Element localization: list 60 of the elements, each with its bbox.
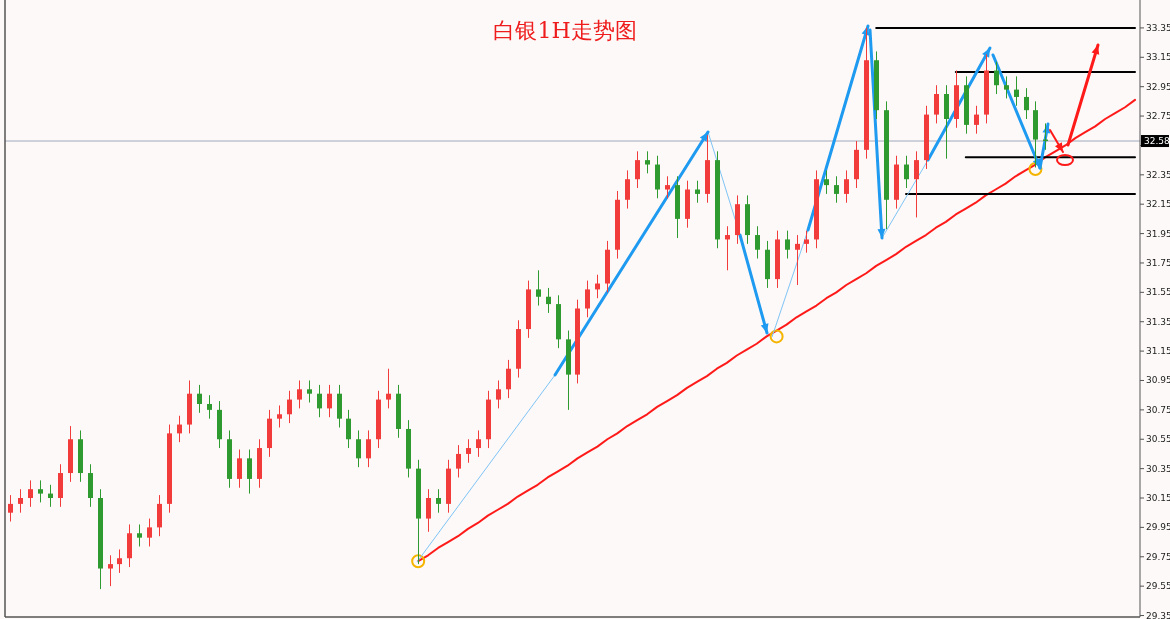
text: 白银1H走势图 — [493, 18, 637, 43]
ref-line-label: 32.58 — [1144, 136, 1170, 147]
candlestick — [346, 409, 351, 449]
candlestick — [665, 175, 670, 199]
candlestick — [247, 449, 252, 495]
candlestick — [356, 429, 361, 468]
candlestick — [327, 384, 332, 418]
candlestick — [645, 150, 650, 174]
candlestick — [904, 155, 909, 189]
candlestick — [108, 554, 113, 587]
candlestick — [755, 225, 760, 260]
candlestick — [695, 180, 700, 204]
candlestick — [476, 429, 481, 458]
candlestick — [307, 379, 312, 404]
candlestick — [157, 494, 162, 537]
candlestick — [546, 287, 551, 314]
candlestick — [38, 479, 43, 503]
candlestick — [117, 548, 122, 574]
candlestick — [207, 394, 212, 420]
candlestick — [48, 484, 53, 508]
candlestick — [725, 225, 730, 271]
candlestick — [177, 415, 182, 443]
candlestick — [28, 479, 33, 508]
candlestick — [585, 280, 590, 318]
candlestick — [386, 368, 391, 409]
candlestick — [635, 150, 640, 189]
candlestick — [137, 523, 142, 547]
candlestick — [625, 169, 630, 210]
candlestick — [197, 384, 202, 414]
candlestick — [804, 230, 809, 254]
candlestick — [934, 84, 939, 124]
candlestick — [1014, 75, 1019, 107]
candlestick — [317, 384, 322, 418]
candlestick — [834, 175, 839, 204]
candlestick — [496, 379, 501, 409]
candlestick — [287, 390, 292, 424]
candlestick — [914, 150, 919, 218]
candlestick — [506, 359, 511, 399]
candlestick — [456, 444, 461, 478]
candlestick — [18, 488, 23, 514]
candlestick — [974, 105, 979, 135]
candlestick — [785, 230, 790, 260]
candlestick — [844, 169, 849, 204]
candlestick — [277, 404, 282, 428]
candlestick — [147, 518, 152, 547]
candlestick — [8, 494, 13, 523]
candlestick — [994, 61, 999, 95]
point — [411, 554, 426, 569]
candlestick — [1004, 75, 1009, 99]
candlestick — [237, 449, 242, 489]
candlestick — [466, 438, 471, 464]
candlestick — [426, 488, 431, 533]
candlestick — [536, 269, 541, 307]
candlestick — [795, 234, 800, 286]
candlestick — [824, 169, 829, 195]
candlestick — [366, 429, 371, 468]
candlestick — [1024, 87, 1029, 120]
candlestick — [297, 379, 302, 409]
point — [769, 329, 784, 344]
candlestick — [436, 488, 441, 514]
